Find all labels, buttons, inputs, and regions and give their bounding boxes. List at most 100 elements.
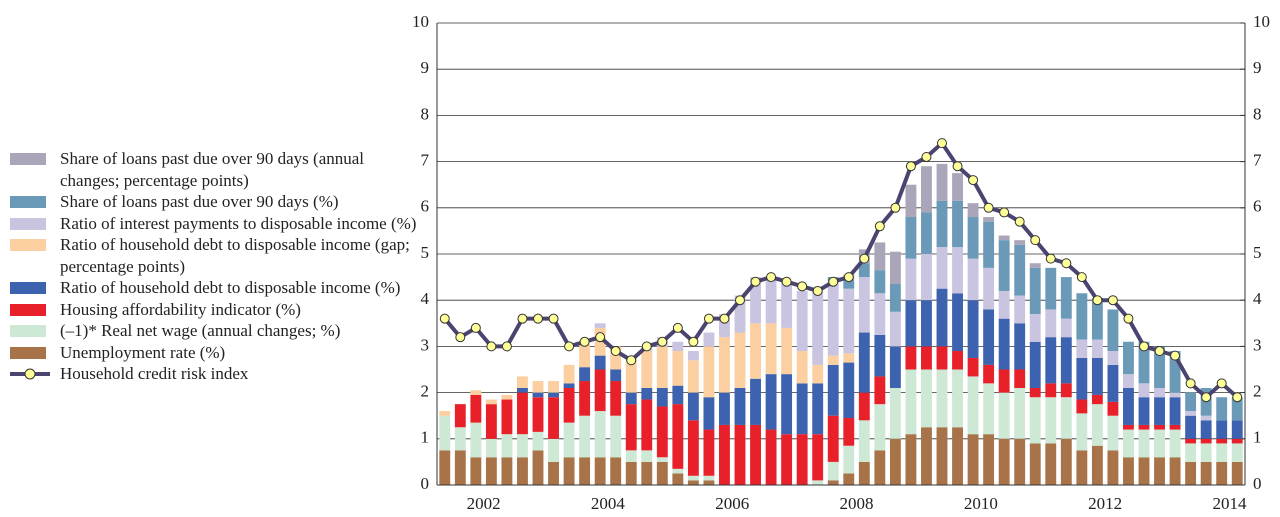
bar-segment	[967, 258, 979, 301]
bar-segment	[781, 281, 793, 328]
bar-segment	[1014, 438, 1026, 485]
risk-index-marker	[750, 276, 761, 287]
y2-tick-label: 3	[1253, 335, 1262, 354]
risk-index-marker	[1232, 392, 1243, 403]
bar-segment	[1200, 438, 1212, 444]
risk-index-marker	[983, 202, 994, 213]
bar-segment	[1060, 397, 1072, 439]
bar-segment	[548, 392, 559, 398]
risk-index-marker	[1061, 258, 1072, 269]
risk-index-marker	[812, 285, 823, 296]
bar-segment	[641, 461, 653, 485]
bar-segment	[1154, 429, 1165, 458]
bar-segment	[548, 397, 559, 439]
risk-index-marker	[1076, 272, 1087, 283]
y-tick-label: 8	[421, 104, 430, 123]
bar-segment	[827, 281, 839, 356]
bar-segment	[1231, 420, 1243, 439]
legend: Share of loans past due over 90 days (an…	[8, 148, 418, 385]
bar-segment	[1185, 411, 1197, 416]
bar-segment	[548, 438, 559, 462]
legend-label: Ratio of household debt to disposable in…	[60, 235, 410, 276]
bar-segment	[563, 422, 575, 458]
bar-segment	[1185, 461, 1197, 485]
bar-segment	[1029, 443, 1041, 485]
risk-index-marker	[719, 313, 730, 324]
risk-index-marker	[1201, 392, 1212, 403]
bar-segment	[905, 184, 917, 218]
bar-segment	[936, 346, 948, 370]
bar-segment	[594, 369, 606, 412]
bar-segment	[656, 387, 668, 407]
bar-segment	[501, 434, 513, 458]
bar-segment	[532, 431, 544, 451]
bar-segment	[1107, 309, 1119, 352]
bar-segment	[1045, 309, 1057, 338]
bar-segment	[1216, 438, 1228, 444]
bar-segment	[656, 346, 668, 388]
bar-segment	[625, 404, 637, 451]
bar-segment	[921, 254, 932, 301]
bar-segment	[734, 387, 746, 425]
bar-segment	[610, 381, 622, 416]
bar-segment	[1185, 392, 1197, 412]
bar-segment	[1029, 267, 1041, 315]
bar-segment	[858, 263, 870, 278]
y2-tick-label: 0	[1253, 474, 1262, 493]
y2-tick-label: 8	[1253, 104, 1262, 123]
bar-segment	[579, 457, 591, 485]
bar-segment	[734, 332, 746, 388]
bar-segment	[532, 450, 544, 485]
bar-segment	[952, 247, 963, 294]
y-tick-label: 4	[421, 289, 430, 308]
bar-segment	[1060, 438, 1072, 485]
bar-segment	[812, 480, 824, 485]
bar-segment	[874, 270, 886, 294]
bar-segment	[563, 364, 575, 384]
bar-segment	[656, 406, 668, 458]
bar-segment	[843, 288, 855, 354]
bar-segment	[594, 411, 606, 458]
bar-segment	[921, 166, 932, 213]
risk-index-marker	[890, 202, 901, 213]
bar-segment	[812, 434, 824, 481]
bar-segment	[1123, 374, 1134, 388]
bar-segment	[470, 422, 482, 458]
risk-index-marker	[952, 161, 963, 172]
bar-segment	[905, 369, 917, 435]
risk-index-marker	[859, 253, 870, 264]
bar-segment	[967, 434, 979, 485]
bar-segment	[998, 240, 1010, 291]
risk-index-marker	[657, 336, 668, 347]
risk-index-marker	[1123, 313, 1134, 324]
bar-segment	[952, 173, 963, 201]
y2-tick-label: 1	[1253, 428, 1262, 447]
y-tick-label: 3	[421, 335, 430, 354]
bar-segment	[734, 424, 746, 485]
risk-index-marker	[564, 341, 575, 352]
bar-segment	[858, 392, 870, 421]
bar-segment	[998, 392, 1010, 439]
bar-segment	[1200, 443, 1212, 462]
risk-index-marker	[968, 175, 979, 186]
x-tick-label: 2008	[840, 494, 874, 513]
bar-segment	[1014, 323, 1026, 370]
bar-segment	[765, 323, 777, 375]
bar-segment	[470, 457, 482, 485]
bar-segment	[1014, 240, 1026, 245]
bar-segment	[470, 390, 482, 395]
bar-segment	[765, 277, 777, 324]
bar-segment	[672, 351, 684, 386]
bar-segment	[1107, 415, 1119, 451]
bar-segment	[843, 473, 855, 485]
bar-segment	[765, 429, 777, 485]
bar-segment	[1060, 318, 1072, 338]
y2-tick-label: 6	[1253, 197, 1262, 216]
bar-segment	[548, 381, 559, 393]
y2-tick-label: 4	[1253, 289, 1262, 308]
bar-segment	[1200, 461, 1212, 485]
bar-segment	[1076, 413, 1088, 451]
bar-segment	[1231, 397, 1243, 421]
legend-swatch	[10, 368, 50, 380]
bar-segment	[781, 374, 793, 435]
